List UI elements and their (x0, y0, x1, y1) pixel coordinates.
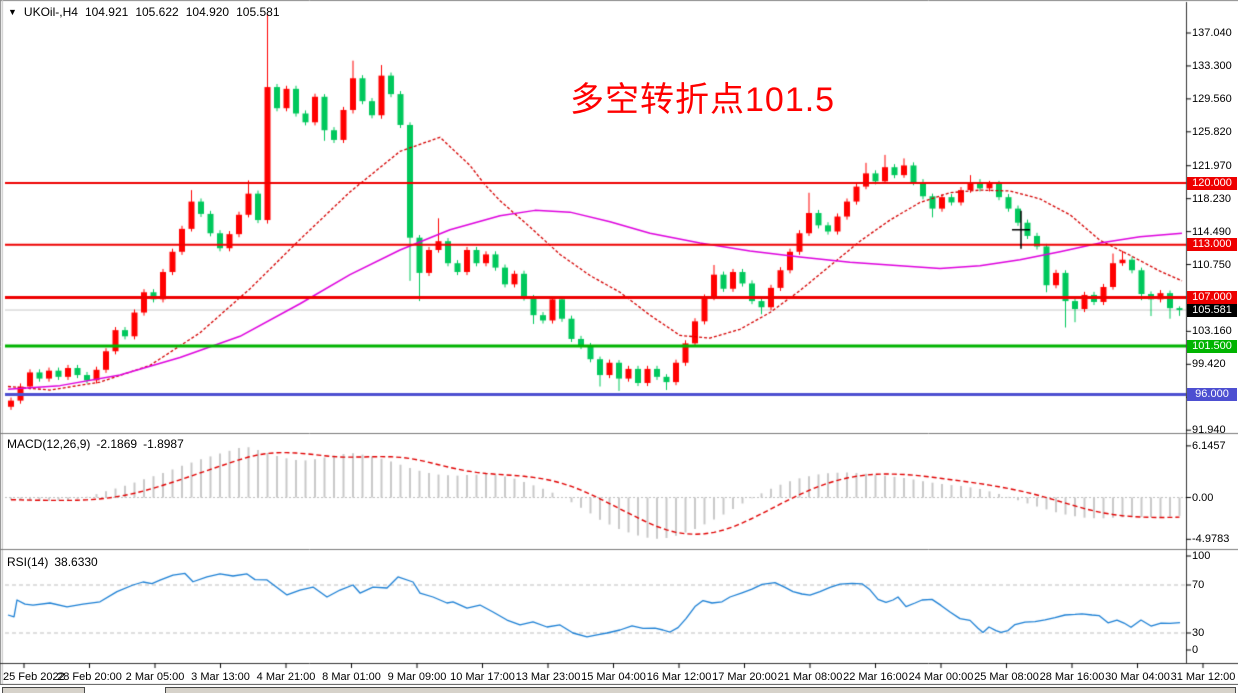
rsi-tick-label: 100 (1192, 550, 1211, 562)
time-axis-label: 31 Mar 12:00 (1170, 671, 1236, 683)
rsi-tick-label: 70 (1192, 579, 1205, 591)
time-axis-label: 4 Mar 21:00 (256, 671, 316, 683)
time-axis-label: 25 Mar 08:00 (974, 671, 1039, 683)
price-tick-label: 103.160 (1192, 325, 1232, 338)
macd-name: MACD(12,26,9) (7, 437, 91, 451)
time-axis-label: 10 Mar 17:00 (450, 671, 515, 683)
time-axis-label: 22 Mar 16:00 (843, 671, 908, 683)
ohlc-open: 104.921 (84, 5, 129, 19)
time-axis-label: 16 Mar 12:00 (646, 671, 712, 683)
ohlc-low: 104.920 (185, 5, 230, 19)
price-tick-label: 110.750 (1192, 258, 1231, 271)
rsi-tick-label: 0 (1192, 644, 1199, 656)
time-axis-label: 25 Feb 2022 (3, 671, 65, 683)
price-tick-label: 121.970 (1192, 159, 1232, 172)
chart-tab[interactable] (2, 687, 85, 693)
time-axis-label: 24 Mar 00:00 (908, 671, 974, 683)
rsi-tick-label: 30 (1192, 627, 1205, 639)
chart-tab-bar (0, 684, 1238, 693)
price-tick-label: 137.040 (1192, 27, 1232, 39)
rsi-name: RSI(14) (7, 555, 49, 569)
chart-header: ▼ UKOil-,H4 104.921 105.622 104.920 105.… (8, 5, 280, 19)
chart-menu-caret-icon[interactable]: ▼ (8, 7, 17, 17)
chart-tab[interactable] (165, 687, 1236, 693)
ohlc-high: 105.622 (135, 5, 179, 19)
price-tick-label: 133.300 (1192, 59, 1232, 72)
price-tick-label: 91.940 (1192, 424, 1226, 437)
time-axis-label: 13 Mar 23:00 (515, 671, 581, 683)
rsi-indicator-label: RSI(14) 38.6330 (7, 555, 98, 569)
time-axis-label: 17 Mar 20:00 (712, 671, 777, 683)
price-badge: 96.000 (1187, 387, 1237, 401)
time-axis-label: 28 Feb 20:00 (57, 671, 122, 683)
price-badge: 107.000 (1187, 291, 1237, 305)
price-badge: 120.000 (1187, 176, 1237, 190)
time-axis-label: 15 Mar 04:00 (581, 671, 646, 683)
ohlc-close: 105.581 (236, 5, 280, 19)
symbol-timeframe-label: UKOil-,H4 (23, 5, 78, 19)
macd-value-main: -2.1869 (96, 437, 138, 451)
macd-value-signal: -1.8987 (143, 437, 184, 451)
price-badge: 101.500 (1187, 339, 1237, 353)
annotation-text: 多空转折点101.5 (570, 81, 836, 119)
price-tick-label: 114.490 (1192, 225, 1231, 238)
time-axis-label: 21 Mar 08:00 (777, 671, 843, 683)
macd-tick-label: 6.1457 (1192, 439, 1226, 452)
time-axis-label: 9 Mar 09:00 (387, 671, 447, 683)
time-axis-label: 28 Mar 16:00 (1039, 671, 1105, 683)
time-axis-label: 3 Mar 13:00 (191, 671, 250, 683)
price-badge: 105.581 (1187, 303, 1237, 317)
price-tick-label: 118.230 (1192, 192, 1231, 205)
price-tick-label: 99.420 (1192, 358, 1226, 371)
time-axis-label: 2 Mar 05:00 (125, 671, 185, 683)
macd-tick-label: -4.9783 (1192, 533, 1230, 546)
price-tick-label: 125.820 (1192, 125, 1232, 138)
price-badge: 113.000 (1187, 238, 1237, 252)
macd-indicator-label: MACD(12,26,9) -2.1869 -1.8987 (7, 437, 184, 451)
time-axis-label: 8 Mar 01:00 (322, 671, 381, 683)
time-axis-label: 30 Mar 04:00 (1105, 671, 1170, 683)
rsi-value: 38.6330 (54, 555, 98, 569)
macd-tick-label: 0.00 (1192, 491, 1214, 504)
price-tick-label: 129.560 (1192, 92, 1232, 105)
